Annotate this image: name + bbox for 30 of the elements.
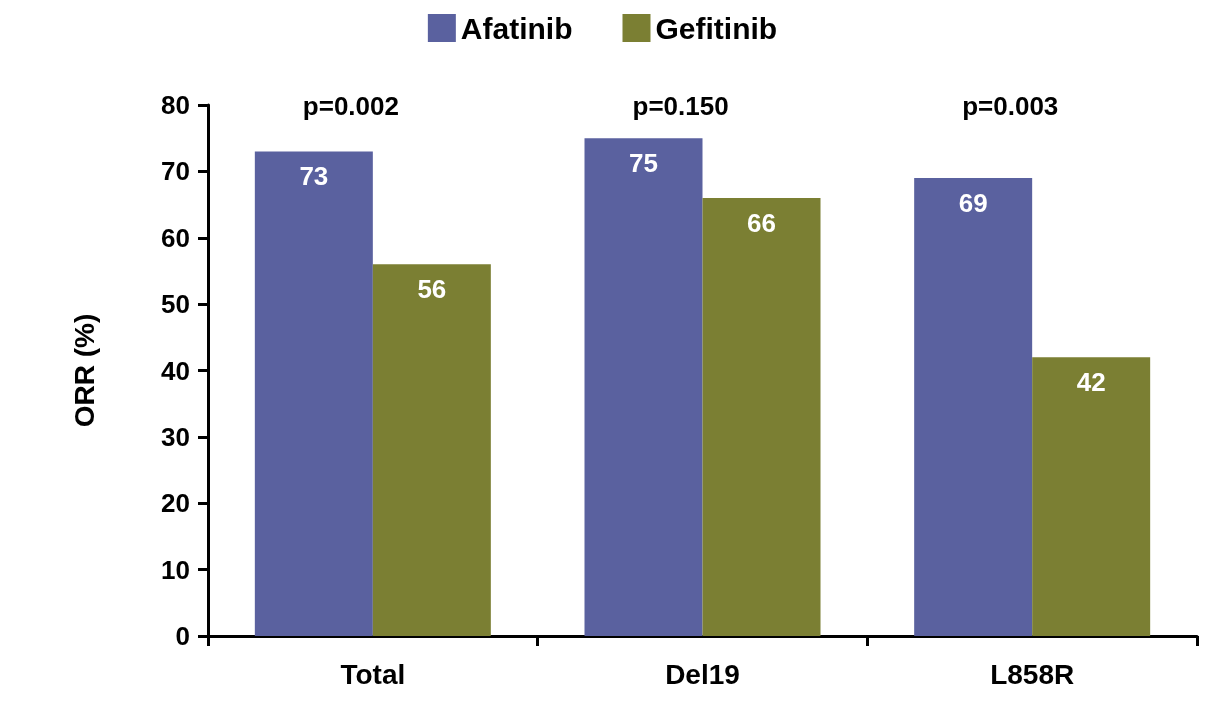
y-tick-label: 60 bbox=[161, 222, 190, 253]
bar bbox=[1032, 357, 1151, 636]
x-tick-label: Total bbox=[340, 658, 406, 690]
y-tick-label: 10 bbox=[161, 554, 190, 585]
data-label: 66 bbox=[747, 207, 776, 238]
y-tick-label: 80 bbox=[161, 90, 190, 120]
x-tick-label: Del19 bbox=[665, 658, 740, 690]
data-label: 73 bbox=[299, 161, 329, 192]
data-label: 69 bbox=[958, 188, 988, 219]
bar bbox=[584, 138, 703, 636]
data-label: 42 bbox=[1076, 367, 1106, 398]
annotation: p=0.002 bbox=[302, 91, 399, 121]
y-tick-label: 70 bbox=[161, 156, 190, 187]
y-axis-title: ORR (%) bbox=[68, 313, 100, 428]
annotation: p=0.003 bbox=[962, 91, 1059, 121]
annotation: p=0.150 bbox=[632, 91, 729, 121]
bar bbox=[702, 197, 821, 636]
y-tick-label: 0 bbox=[175, 621, 190, 651]
y-tick-label: 30 bbox=[161, 421, 190, 452]
bar bbox=[914, 178, 1033, 636]
data-label: 56 bbox=[417, 274, 447, 305]
legend-label: Gefitinib bbox=[655, 11, 778, 45]
y-tick-label: 20 bbox=[161, 488, 190, 519]
bar bbox=[372, 264, 491, 636]
y-tick-label: 50 bbox=[161, 289, 190, 320]
x-tick-label: L858R bbox=[990, 658, 1075, 690]
bar bbox=[254, 151, 373, 636]
y-tick-label: 40 bbox=[161, 355, 190, 386]
data-label: 75 bbox=[629, 148, 658, 179]
legend-label: Afatinib bbox=[460, 11, 573, 45]
